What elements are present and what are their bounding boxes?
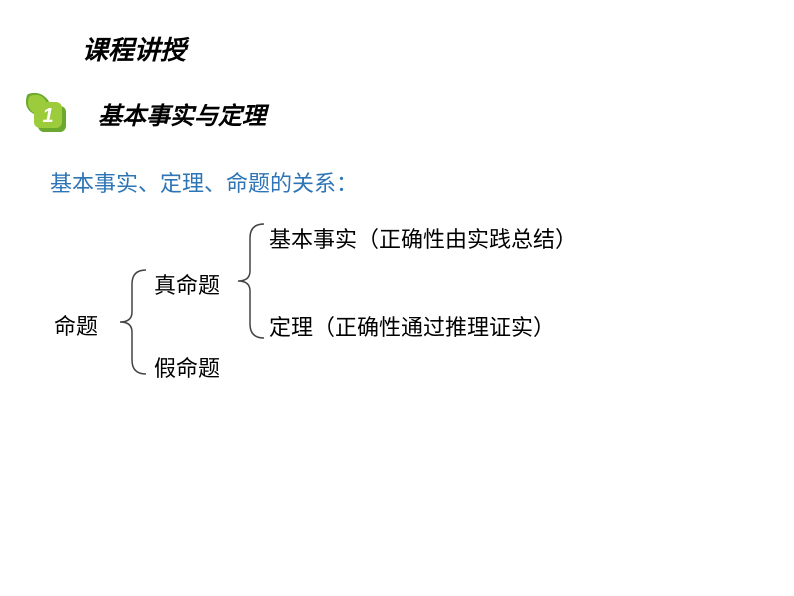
node-basic-fact: 基本事实（正确性由实践总结） [269, 222, 577, 254]
brace-2 [220, 220, 270, 342]
section-title: 基本事实与定理 [98, 96, 266, 131]
subtitle: 基本事实、定理、命题的关系： [50, 166, 358, 198]
svg-text:1: 1 [42, 105, 53, 127]
node-false-proposition: 假命题 [154, 351, 220, 383]
brace-1 [102, 266, 152, 378]
leaf-number-icon: 1 [20, 92, 70, 134]
tree-diagram: 命题 真命题 假命题 基本事实（正确性由实践总结） 定理（正确性通过推理证实） [54, 210, 634, 390]
node-root: 命题 [54, 309, 98, 341]
section-header: 1 基本事实与定理 [20, 92, 266, 134]
node-theorem: 定理（正确性通过推理证实） [269, 310, 555, 342]
node-true-proposition: 真命题 [154, 268, 220, 300]
page-title: 课程讲授 [82, 30, 186, 67]
